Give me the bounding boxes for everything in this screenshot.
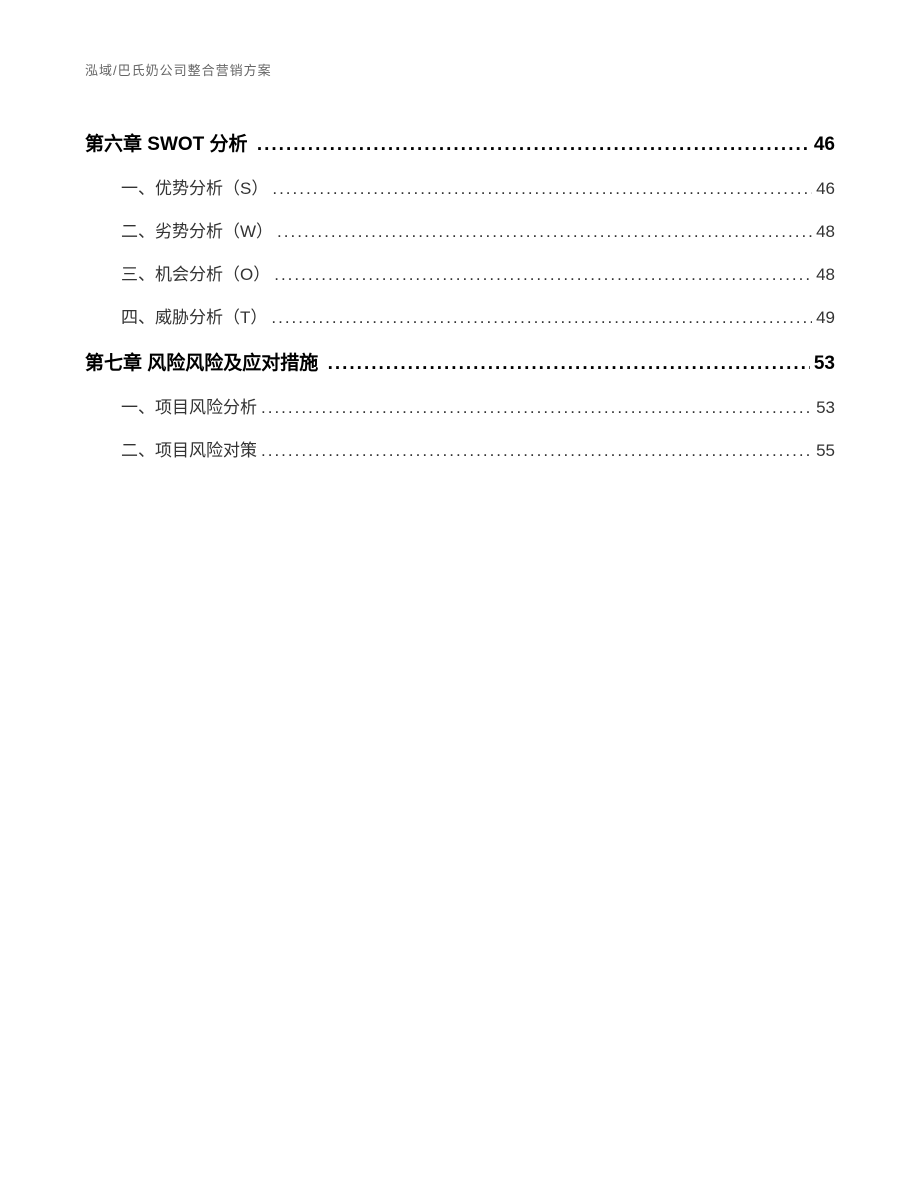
toc-leader-dots: ........................................…: [257, 134, 810, 156]
toc-leader-dots: ........................................…: [328, 353, 810, 375]
toc-chapter-page: 53: [814, 353, 835, 375]
toc-leader-dots: ........................................…: [261, 398, 812, 418]
toc-item-label: 二、劣势分析（W）: [121, 217, 273, 242]
toc-item: 二、项目风险对策 ...............................…: [85, 436, 835, 461]
toc-space: [248, 134, 253, 156]
toc-section-chapter-6: 第六章 SWOT 分析 ............................…: [85, 129, 835, 328]
toc-item-label: 四、威胁分析（T）: [121, 303, 267, 328]
toc-chapter: 第七章 风险风险及应对措施 ..........................…: [85, 348, 835, 375]
toc-item: 一、优势分析（S） ..............................…: [85, 174, 835, 199]
page-header: 泓域/巴氏奶公司整合营销方案: [85, 60, 835, 79]
toc-item: 二、劣势分析（W） ..............................…: [85, 217, 835, 242]
toc-item-page: 53: [816, 398, 835, 418]
toc-section-chapter-7: 第七章 风险风险及应对措施 ..........................…: [85, 348, 835, 461]
toc-space: [318, 353, 323, 375]
toc-item-page: 55: [816, 441, 835, 461]
toc-item-page: 48: [816, 265, 835, 285]
toc-item-page: 46: [816, 179, 835, 199]
toc-leader-dots: ........................................…: [261, 441, 812, 461]
toc-item: 四、威胁分析（T） ..............................…: [85, 303, 835, 328]
toc-leader-dots: ........................................…: [272, 179, 812, 199]
document-page: 泓域/巴氏奶公司整合营销方案 第六章 SWOT 分析 .............…: [0, 0, 920, 561]
toc-leader-dots: ........................................…: [274, 265, 812, 285]
toc-item-label: 二、项目风险对策: [121, 436, 257, 461]
toc-leader-dots: ........................................…: [277, 222, 812, 242]
toc-chapter-title: 第六章 SWOT 分析: [85, 129, 248, 156]
toc-chapter: 第六章 SWOT 分析 ............................…: [85, 129, 835, 156]
toc-leader-dots: ........................................…: [271, 308, 812, 328]
toc-item-label: 一、项目风险分析: [121, 393, 257, 418]
toc-item-page: 49: [816, 308, 835, 328]
toc-item: 三、机会分析（O） ..............................…: [85, 260, 835, 285]
toc-item-label: 三、机会分析（O）: [121, 260, 270, 285]
toc-chapter-page: 46: [814, 134, 835, 156]
toc-item: 一、项目风险分析 ...............................…: [85, 393, 835, 418]
toc-item-page: 48: [816, 222, 835, 242]
toc-chapter-title: 第七章 风险风险及应对措施: [85, 348, 318, 375]
toc-item-label: 一、优势分析（S）: [121, 174, 268, 199]
